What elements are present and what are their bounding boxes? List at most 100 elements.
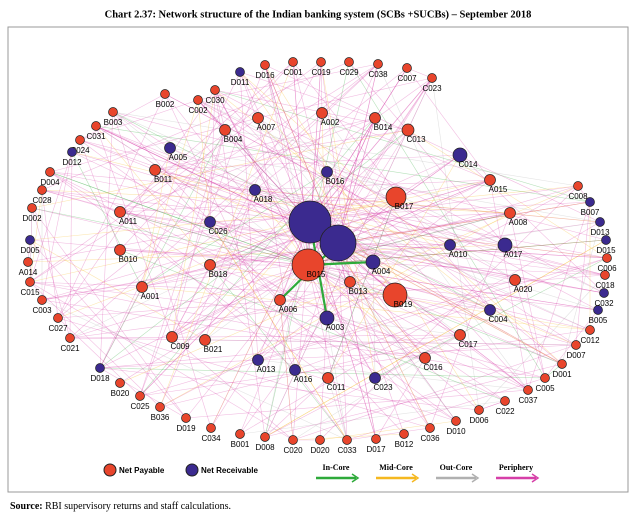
edge: [239, 71, 376, 119]
edge: [257, 221, 311, 361]
node: [155, 402, 165, 412]
node: [602, 253, 612, 263]
node-label: D008: [255, 443, 275, 452]
edge: [57, 317, 431, 429]
edge: [141, 171, 328, 288]
edge: [337, 179, 491, 244]
edge: [119, 249, 309, 266]
edge: [31, 129, 409, 209]
edge: [99, 71, 241, 369]
edge: [197, 99, 311, 223]
edge: [307, 264, 599, 311]
edge: [27, 179, 491, 263]
node-label: A007: [257, 123, 276, 132]
edge: [57, 63, 379, 319]
node-label: C022: [495, 407, 515, 416]
edge: [209, 264, 529, 391]
node-label: A015: [489, 185, 508, 194]
edge: [139, 257, 608, 397]
edge: [478, 274, 606, 411]
node-label: B021: [204, 345, 223, 354]
legend-arrow: [411, 473, 420, 483]
edge: [112, 111, 212, 429]
edge: [79, 139, 457, 422]
edge: [337, 212, 511, 244]
node: [25, 235, 35, 245]
edge: [307, 264, 591, 331]
edge: [69, 221, 311, 339]
edge: [309, 63, 379, 223]
edge: [254, 179, 491, 191]
edge: [29, 207, 33, 283]
node-label: D010: [446, 427, 466, 436]
node: [164, 142, 176, 154]
edge: [337, 201, 591, 244]
node: [585, 197, 595, 207]
node-label: B003: [104, 118, 123, 127]
edge: [139, 64, 266, 397]
edge: [239, 281, 351, 435]
node: [288, 435, 298, 445]
edge: [377, 63, 491, 311]
edge: [214, 89, 591, 203]
legend-arrow: [531, 473, 540, 483]
edge: [292, 344, 577, 441]
edge: [99, 359, 259, 369]
node-label: D007: [566, 351, 586, 360]
edge: [307, 264, 529, 391]
node: [23, 257, 33, 267]
edge: [320, 61, 376, 379]
node: [593, 305, 603, 315]
node-label: B015: [307, 270, 326, 279]
node-label: C020: [283, 446, 303, 455]
edge: [185, 264, 309, 419]
node-label: B016: [326, 177, 345, 186]
node: [322, 372, 334, 384]
edge: [307, 264, 480, 411]
source-text: RBI supervisory returns and staff calcul…: [43, 501, 231, 512]
legend-label: Out-Core: [440, 463, 473, 472]
edge: [49, 171, 506, 402]
edge: [29, 281, 294, 441]
legend-label: Net Payable: [119, 466, 165, 475]
edge: [209, 63, 379, 223]
node-label: C012: [580, 336, 600, 345]
edge: [41, 242, 339, 301]
edge: [337, 117, 376, 244]
node: [288, 57, 298, 67]
edge: [119, 211, 309, 266]
node: [369, 372, 381, 384]
edge: [154, 169, 577, 346]
node-label: A013: [257, 365, 276, 374]
node: [235, 67, 245, 77]
node-label: C025: [130, 402, 150, 411]
node-label: C030: [205, 96, 225, 105]
edge: [197, 99, 259, 119]
edge: [197, 99, 211, 223]
edge: [119, 61, 322, 213]
node: [53, 313, 63, 323]
edge: [119, 196, 397, 213]
node: [401, 123, 415, 137]
edge: [57, 317, 141, 397]
node: [599, 288, 609, 298]
edge: [71, 151, 311, 223]
node: [25, 277, 35, 287]
node: [344, 57, 354, 67]
edge: [204, 221, 311, 341]
edge: [214, 89, 309, 266]
edge: [327, 154, 461, 379]
edge: [112, 111, 579, 187]
edge: [99, 334, 461, 369]
edge: [154, 129, 409, 171]
node-label: A004: [372, 267, 391, 276]
node: [500, 396, 510, 406]
node-label: D019: [176, 424, 196, 433]
edge: [159, 61, 294, 408]
node: [497, 237, 513, 253]
node-label: C019: [311, 68, 331, 77]
node-label: C028: [32, 196, 52, 205]
node-label: A001: [141, 292, 160, 301]
node-label: C016: [423, 363, 443, 372]
